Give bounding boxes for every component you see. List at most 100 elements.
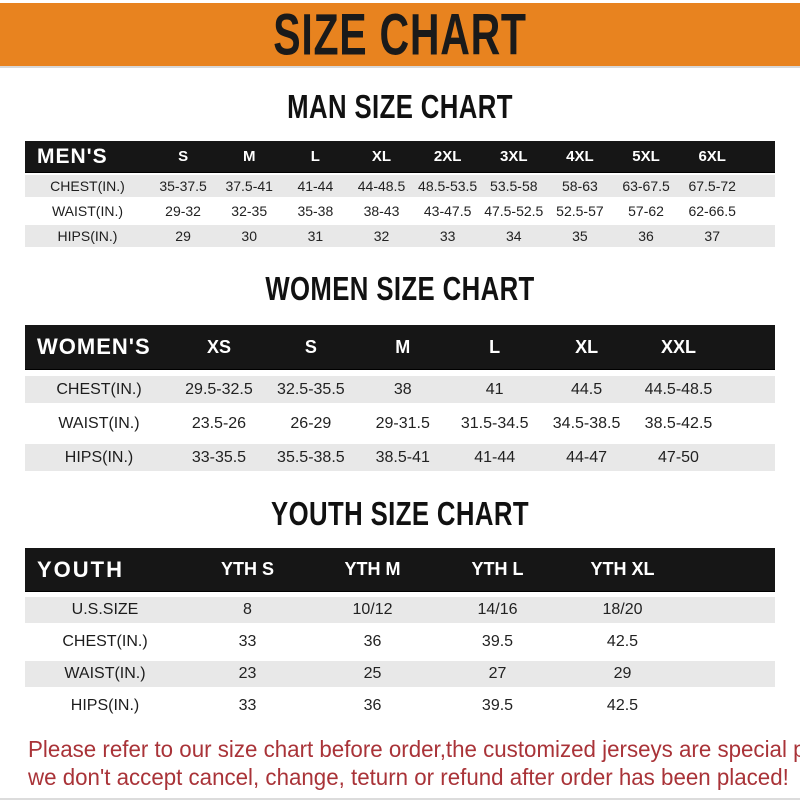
value-cell: 35-38 [297,203,334,219]
value-cell: 44-48.5 [357,178,406,194]
value-cell: 38 [393,380,412,398]
table-row: WAIST(IN.) 29-32 32-35 35-38 38-43 43-47.5 47.… [25,200,775,222]
value-cell: 35.5-38.5 [277,448,345,466]
value-cell: 23 [238,665,257,682]
row-label: CHEST(IN.) [50,178,125,194]
value-cell: 57-62 [628,203,664,219]
row-label: HIPS(IN.) [57,228,118,244]
value-cell: 67.5-72 [688,178,736,194]
column-header: 2XL [433,148,462,165]
column-header: 5XL [632,148,660,165]
value-cell: 33 [238,697,257,714]
row-label: WAIST(IN.) [51,203,124,219]
column-header: YTH L [471,559,524,579]
value-cell: 27 [488,665,507,682]
value-cell: 33 [238,633,257,650]
size-chart-sections: MAN SIZE CHART MEN'S S M L XL 2XL 3XL 4XL 5XL 6XL C… [0,88,800,719]
row-label: CHEST(IN.) [62,633,148,650]
value-cell: 31 [307,228,324,244]
value-cell: 37.5-41 [225,178,273,194]
table-row: HIPS(IN.) 29 30 31 32 33 34 35 36 37 [25,225,775,247]
value-cell: 35-37.5 [159,178,207,194]
value-cell: 47-50 [658,448,699,466]
column-header: YTH XL [590,559,655,579]
table-row: CHEST(IN.) 33 36 39.5 42.5 [25,629,775,655]
table-row: WAIST(IN.) 23 25 27 29 [25,661,775,687]
row-label: HIPS(IN.) [70,697,140,714]
value-cell: 38.5-42.5 [644,414,713,432]
value-cell: 47.5-52.5 [484,203,544,219]
value-cell: 53.5-58 [490,178,538,194]
table-row: CHEST(IN.) 29.5-32.5 32.5-35.5 38 41 44.5 44.5… [25,376,775,403]
row-label: WAIST(IN.) [64,665,146,682]
youth-size-section: YOUTH SIZE CHART YOUTH YTH S YTH M YTH L YTH … [0,495,800,719]
column-header: M [242,148,256,165]
value-cell: 39.5 [481,697,514,714]
value-cell: 43-47.5 [423,203,472,219]
value-cell: 14/16 [477,601,518,618]
value-cell: 44-47 [566,448,608,466]
value-cell: 30 [241,228,257,244]
value-cell: 8 [243,601,252,618]
row-label: HIPS(IN.) [64,448,134,466]
value-cell: 34 [505,228,522,244]
column-header: L [310,148,320,165]
value-cell: 29 [613,665,632,682]
column-header: YTH S [220,559,274,579]
value-cell: 35 [572,228,588,244]
value-cell: 36 [363,697,382,714]
value-cell: 32-35 [231,203,268,219]
column-header: S [178,148,189,165]
value-cell: 42.5 [606,633,639,650]
value-cell: 36 [363,633,382,650]
value-cell: 63-67.5 [622,178,670,194]
women-section-heading: WOMEN SIZE CHART [265,270,535,307]
value-cell: 31.5-34.5 [460,414,529,432]
youth-section-heading: YOUTH SIZE CHART [271,495,529,532]
men-size-section: MAN SIZE CHART MEN'S S M L XL 2XL 3XL 4XL 5XL 6XL C… [0,88,800,247]
value-cell: 33 [439,228,456,244]
table-row: WAIST(IN.) 23.5-26 26-29 29-31.5 31.5-34.5 34… [25,410,775,437]
value-cell: 41 [485,380,504,398]
value-cell: 38-43 [363,203,400,219]
row-label: CHEST(IN.) [56,380,142,398]
value-cell: 42.5 [606,697,639,714]
column-header: L [489,336,501,357]
men-table-header-row: MEN'S S M L XL 2XL 3XL 4XL 5XL 6XL [25,141,775,172]
value-cell: 25 [363,665,382,682]
column-header: 4XL [566,148,594,165]
youth-table-title: YOUTH [37,556,124,582]
table-row: HIPS(IN.) 33 36 39.5 42.5 [25,693,775,719]
value-cell: 33-35.5 [191,448,247,466]
value-cell: 18/20 [602,601,643,618]
value-cell: 48.5-53.5 [418,178,478,194]
value-cell: 10/12 [352,601,393,618]
column-header: XL [575,336,599,357]
value-cell: 41-44 [474,448,516,466]
value-cell: 36 [638,228,654,244]
column-header: M [395,336,411,357]
value-cell: 41-44 [297,178,334,194]
column-header: XS [206,336,231,357]
column-header: 6XL [698,148,726,165]
table-row: U.S.SIZE 8 10/12 14/16 18/20 [25,597,775,623]
value-cell: 29.5-32.5 [185,380,253,398]
value-cell: 32.5-35.5 [277,380,345,398]
banner-title: SIZE CHART [273,3,527,68]
value-cell: 26-29 [290,414,332,432]
column-header: XL [371,148,392,165]
women-size-table: WOMEN'S XS S M L XL XXL CHEST(IN.) 29.5-32.5 32.5… [25,325,775,471]
value-cell: 29 [175,228,191,244]
row-label: U.S.SIZE [71,601,139,618]
value-cell: 29-32 [165,203,201,219]
value-cell: 23.5-26 [191,414,247,432]
value-cell: 52.5-57 [556,203,604,219]
value-cell: 37 [704,228,720,244]
column-header: 3XL [500,148,528,165]
men-table-title: MEN'S [37,144,108,168]
footer-line-1: Please refer to our size chart before or… [28,736,800,762]
row-label: WAIST(IN.) [58,414,140,432]
value-cell: 32 [373,228,390,244]
men-size-table: MEN'S S M L XL 2XL 3XL 4XL 5XL 6XL CHEST(IN.) 35-37… [25,141,775,247]
value-cell: 29-31.5 [375,414,430,432]
